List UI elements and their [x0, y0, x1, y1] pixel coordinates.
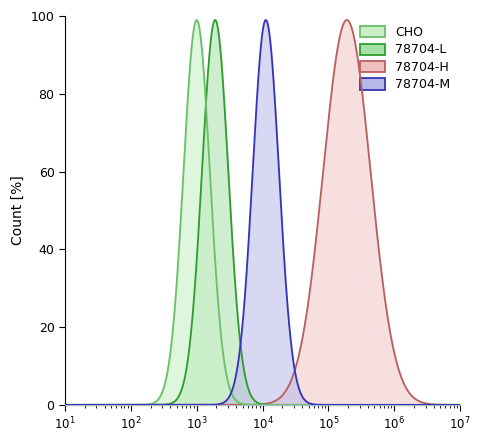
Legend: CHO, 78704-L, 78704-H, 78704-M: CHO, 78704-L, 78704-H, 78704-M — [356, 22, 454, 95]
Y-axis label: Count [%]: Count [%] — [11, 175, 25, 245]
